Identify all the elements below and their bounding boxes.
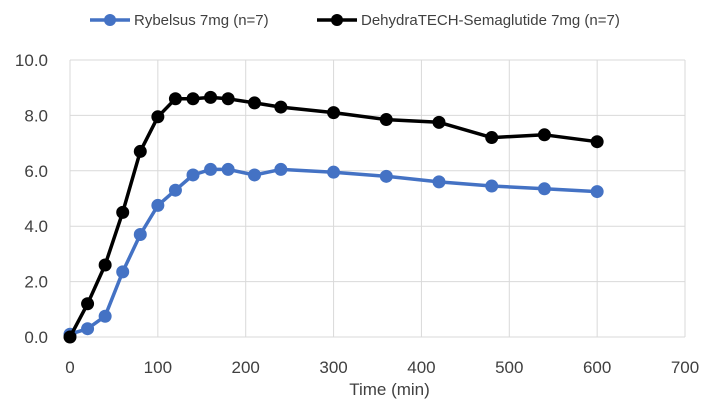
data-point	[81, 297, 95, 311]
legend-item-1: DehydraTECH-Semaglutide 7mg (n=7)	[317, 12, 620, 29]
data-point	[98, 309, 112, 323]
series	[63, 90, 604, 344]
data-point	[151, 198, 165, 212]
grid	[69, 59, 686, 338]
data-point	[168, 92, 182, 106]
data-point	[274, 100, 288, 114]
data-point	[432, 175, 446, 189]
data-point	[590, 185, 604, 199]
data-point	[186, 168, 200, 182]
data-point	[327, 165, 341, 179]
data-point	[590, 135, 604, 149]
y-tick-label: 8.0	[24, 106, 48, 125]
data-point	[432, 115, 446, 129]
x-tick-label: 100	[144, 358, 172, 377]
data-point	[116, 265, 130, 279]
data-point	[63, 330, 77, 344]
data-point	[168, 183, 182, 197]
data-point	[248, 168, 261, 182]
data-point	[537, 182, 551, 196]
data-point	[379, 113, 393, 127]
x-tick-label: 0	[65, 358, 74, 377]
data-point	[221, 162, 235, 176]
data-point	[221, 92, 235, 106]
data-point	[133, 228, 147, 242]
legend-label: Rybelsus 7mg (n=7)	[134, 12, 269, 29]
x-tick-label: 400	[407, 358, 435, 377]
x-tick-label: 600	[583, 358, 611, 377]
data-point	[204, 162, 218, 176]
legend-item-0: Rybelsus 7mg (n=7)	[90, 12, 269, 29]
x-tick-label: 200	[232, 358, 260, 377]
y-tick-label: 6.0	[24, 162, 48, 181]
data-point	[151, 110, 165, 124]
data-point	[274, 162, 288, 176]
legend-marker	[104, 14, 116, 26]
data-point	[98, 258, 112, 272]
data-point	[485, 131, 499, 145]
data-point	[204, 90, 218, 104]
data-point	[81, 322, 95, 336]
y-tick-label: 10.0	[15, 51, 48, 70]
series-line	[68, 95, 598, 338]
x-tick-label: 500	[495, 358, 523, 377]
legend-label: DehydraTECH-Semaglutide 7mg (n=7)	[361, 12, 620, 29]
legend: Rybelsus 7mg (n=7) DehydraTECH-Semaglutid…	[90, 12, 620, 29]
data-point	[116, 205, 130, 219]
data-point	[379, 169, 393, 183]
axes: 0.0 2.0 4.0 6.0 8.0 10.0 0 100 200 300 400 500 600 70…	[15, 51, 699, 377]
x-tick-label: 300	[319, 358, 347, 377]
data-point	[133, 144, 147, 158]
data-point	[485, 179, 499, 193]
y-tick-label: 4.0	[24, 217, 48, 236]
legend-marker	[331, 14, 343, 26]
data-point	[327, 106, 341, 120]
data-point	[186, 92, 200, 106]
y-tick-label: 0.0	[24, 328, 48, 347]
x-tick-label: 700	[671, 358, 699, 377]
series-1	[63, 90, 604, 344]
data-point	[537, 128, 551, 142]
data-point	[248, 96, 261, 110]
y-tick-label: 2.0	[24, 273, 48, 292]
x-axis-title: Time (min)	[349, 380, 430, 399]
series-line	[69, 167, 598, 336]
